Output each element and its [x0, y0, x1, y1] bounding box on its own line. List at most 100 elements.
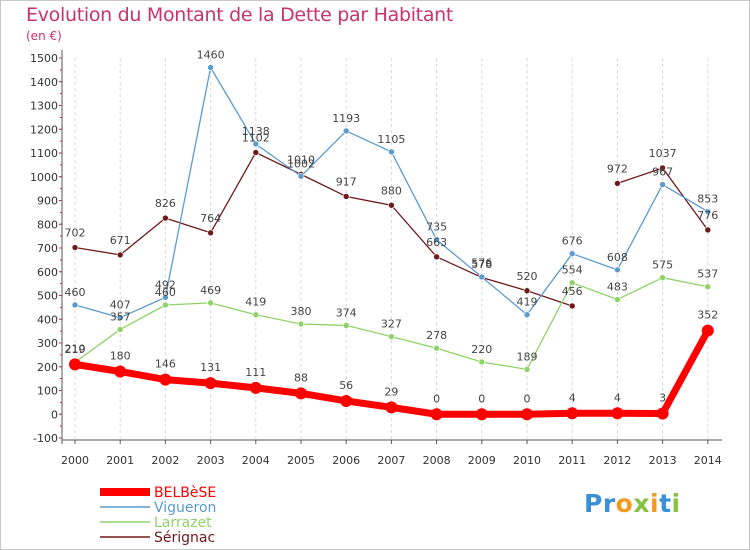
- data-point-srignac: [659, 164, 666, 172]
- data-point-srignac: [614, 180, 621, 187]
- data-label-vigueron: 608: [607, 251, 628, 264]
- data-label-srignac: 671: [110, 234, 131, 247]
- legend-label-srignac: Sérignac: [154, 530, 215, 546]
- data-label-belbse: 352: [697, 309, 718, 322]
- y-tick-label: 800: [37, 218, 58, 231]
- data-point-vigueron: [207, 64, 214, 71]
- x-tick-label: 2009: [468, 454, 496, 467]
- x-tick-label: 2000: [61, 454, 89, 467]
- data-label-belbse: 3: [659, 392, 666, 405]
- data-point-larrazet: [659, 274, 666, 281]
- y-tick-label: 0: [51, 408, 58, 421]
- x-tick-label: 2013: [649, 454, 677, 467]
- data-point-belbse: [295, 387, 307, 400]
- data-point-srignac: [252, 149, 260, 156]
- data-label-vigueron: 1105: [377, 133, 405, 146]
- data-label-larrazet: 483: [607, 281, 628, 294]
- data-point-larrazet: [704, 283, 712, 291]
- x-tick-label: 2003: [197, 454, 225, 467]
- data-point-larrazet: [252, 311, 260, 319]
- legend-label-vigueron: Vigueron: [154, 500, 216, 516]
- data-point-larrazet: [523, 366, 531, 373]
- data-label-srignac: 663: [426, 236, 447, 249]
- data-label-vigueron: 853: [697, 193, 718, 206]
- data-label-vigueron: 1460: [197, 49, 225, 62]
- logo-letter: r: [602, 489, 616, 518]
- data-label-srignac: 826: [155, 197, 176, 210]
- legend-label-larrazet: Larrazet: [154, 515, 212, 531]
- data-point-larrazet: [568, 279, 576, 286]
- x-tick-label: 2010: [513, 454, 541, 467]
- data-label-vigueron: 1002: [287, 157, 315, 170]
- proxiti-logo: Proxiti: [584, 489, 681, 518]
- x-tick-label: 2014: [694, 454, 722, 467]
- y-tick-label: 100: [37, 385, 58, 398]
- logo-letter: P: [584, 489, 603, 518]
- logo-letter: o: [615, 489, 634, 518]
- data-point-larrazet: [614, 296, 621, 303]
- data-point-srignac: [433, 253, 440, 261]
- legend-label-belbse: BELBèSE: [154, 485, 216, 501]
- data-label-belbse: 146: [155, 358, 176, 371]
- data-point-larrazet: [207, 299, 214, 307]
- data-point-vigueron: [252, 140, 260, 148]
- data-label-vigueron: 1193: [332, 112, 360, 125]
- y-tick-label: 200: [37, 361, 58, 374]
- data-point-srignac: [116, 251, 124, 259]
- logo-letter: i: [650, 489, 660, 518]
- data-label-srignac: 520: [517, 270, 538, 283]
- data-label-larrazet: 327: [381, 318, 402, 331]
- data-label-vigueron: 578: [471, 258, 492, 271]
- data-label-larrazet: 357: [110, 310, 131, 323]
- x-tick-label: 2008: [423, 454, 451, 467]
- data-label-belbse: 88: [294, 371, 308, 384]
- data-label-larrazet: 537: [697, 268, 718, 281]
- data-point-vigueron: [116, 314, 124, 321]
- data-point-belbse: [475, 408, 488, 421]
- data-point-belbse: [159, 373, 172, 386]
- y-tick-label: 1200: [30, 123, 58, 136]
- data-label-larrazet: 278: [426, 329, 447, 342]
- data-point-larrazet: [478, 358, 486, 366]
- data-point-belbse: [566, 407, 579, 420]
- data-point-vigueron: [568, 250, 576, 257]
- data-label-belbse: 0: [478, 392, 485, 405]
- data-point-belbse: [701, 324, 714, 337]
- data-label-srignac: 880: [381, 184, 402, 197]
- x-tick-label: 2012: [603, 454, 631, 467]
- y-tick-label: 600: [37, 266, 58, 279]
- data-label-belbse: 4: [614, 391, 621, 404]
- data-point-srignac: [162, 214, 169, 222]
- data-label-larrazet: 419: [245, 296, 266, 309]
- logo-letter: i: [671, 489, 681, 518]
- data-label-srignac: 917: [336, 175, 357, 188]
- y-tick-label: 500: [37, 290, 58, 303]
- data-label-srignac: 1037: [649, 147, 677, 160]
- data-point-vigueron: [162, 294, 169, 301]
- data-point-vigueron: [704, 208, 712, 215]
- data-label-srignac: 764: [200, 212, 221, 225]
- unit-label: (en €): [26, 29, 62, 43]
- data-point-srignac: [523, 287, 531, 295]
- x-tick-label: 2011: [558, 454, 586, 467]
- data-point-vigueron: [297, 172, 305, 180]
- data-point-larrazet: [342, 322, 350, 329]
- data-label-srignac: 1010: [287, 153, 315, 166]
- data-label-srignac: 972: [607, 162, 628, 175]
- data-label-vigueron: 419: [517, 296, 538, 309]
- y-tick-label: 700: [37, 242, 58, 255]
- data-label-vigueron: 492: [155, 278, 176, 291]
- logo-letter: t: [659, 489, 672, 518]
- series-line-srignac: [74, 151, 573, 307]
- data-label-belbse: 29: [384, 385, 398, 398]
- data-point-vigueron: [388, 148, 395, 156]
- data-point-vigueron: [71, 301, 79, 309]
- data-label-larrazet: 469: [200, 284, 221, 297]
- x-tick-label: 2005: [287, 454, 315, 467]
- data-point-larrazet: [116, 326, 124, 333]
- data-label-vigueron: 676: [562, 235, 583, 248]
- y-tick-label: 900: [37, 195, 58, 208]
- data-labels: 7026718267641102101091788066357652045697…: [65, 49, 719, 406]
